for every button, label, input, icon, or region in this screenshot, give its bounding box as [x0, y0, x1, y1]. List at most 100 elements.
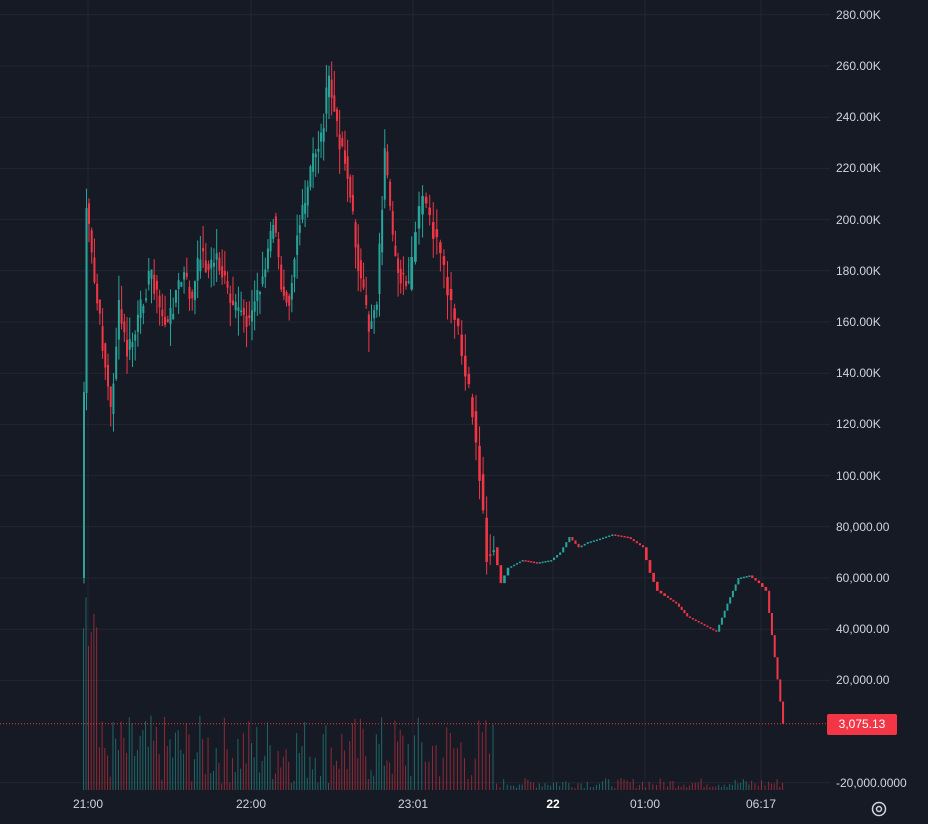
- candle: [694, 619, 697, 622]
- candle: [680, 606, 683, 610]
- candle: [172, 313, 175, 320]
- volume-bar: [212, 770, 214, 790]
- volume-bar: [680, 786, 682, 790]
- volume-bar: [410, 775, 412, 790]
- y-tick-label: 260.00K: [836, 59, 881, 73]
- volume-bar: [675, 787, 677, 790]
- y-tick-label: 120.00K: [836, 417, 881, 432]
- candle: [131, 342, 134, 348]
- y-tick-label: -20,000.0000: [836, 775, 907, 790]
- candle: [354, 222, 357, 248]
- volume-bar: [550, 785, 552, 790]
- volume-bar: [240, 768, 242, 790]
- candle: [620, 535, 623, 538]
- y-tick-label: 20,000.00: [836, 673, 890, 688]
- candle: [362, 279, 365, 288]
- candle: [773, 635, 776, 658]
- volume-bar: [492, 724, 494, 790]
- candle: [586, 542, 589, 544]
- candle: [599, 538, 602, 541]
- candle: [85, 208, 88, 393]
- candle: [226, 281, 229, 288]
- candle: [338, 134, 341, 150]
- candle: [169, 307, 172, 325]
- candle: [589, 541, 592, 543]
- candle: [503, 575, 506, 584]
- volume-bar: [608, 779, 610, 790]
- candle: [770, 612, 773, 636]
- volume-bar: [128, 717, 130, 790]
- candle: [782, 701, 785, 724]
- y-tick-label: 100.00K: [836, 468, 881, 483]
- volume-bar: [761, 780, 762, 790]
- volume-bar: [541, 786, 543, 790]
- candle: [296, 235, 299, 255]
- volume-bar: [397, 741, 399, 790]
- volume-bar: [580, 783, 582, 790]
- volume-bar: [754, 783, 756, 790]
- candle: [442, 256, 446, 265]
- candle: [737, 578, 740, 585]
- candle: [290, 282, 293, 300]
- volume-bar: [117, 750, 119, 790]
- volume-bar: [136, 750, 138, 790]
- candle: [231, 300, 234, 306]
- volume-bar: [296, 733, 298, 790]
- volume-bar: [559, 785, 561, 790]
- candle: [109, 386, 112, 407]
- volume-bar: [635, 787, 637, 790]
- volume-bar: [373, 775, 375, 790]
- volume-bar: [378, 743, 380, 790]
- candle: [277, 238, 280, 258]
- volume-bar: [623, 779, 625, 790]
- candle: [242, 307, 245, 315]
- settings-gear-icon[interactable]: [870, 800, 888, 818]
- candle: [88, 203, 90, 224]
- x-tick-label: 21:00: [72, 797, 104, 811]
- volume-bar: [632, 778, 634, 790]
- volume-bar: [740, 782, 742, 790]
- volume-bar: [478, 720, 480, 790]
- candle: [258, 291, 261, 295]
- candle: [314, 153, 317, 158]
- candle: [301, 204, 304, 220]
- volume-bar: [83, 628, 84, 790]
- volume-bar: [467, 778, 469, 790]
- volume-bar: [460, 742, 462, 790]
- candle: [464, 355, 467, 377]
- candle: [177, 280, 180, 289]
- candle: [518, 561, 521, 564]
- volume-bar: [471, 775, 473, 790]
- candle: [386, 151, 389, 176]
- volume-bar: [568, 783, 570, 790]
- candle: [397, 258, 400, 273]
- volume-bar: [655, 785, 657, 790]
- candle: [325, 87, 328, 114]
- volume-bar: [402, 735, 404, 790]
- volume-bar: [325, 725, 327, 790]
- candle: [574, 540, 577, 544]
- volume-bar: [439, 776, 441, 790]
- volume-bar: [638, 784, 640, 790]
- last-price-badge: 3,075.13: [827, 713, 897, 735]
- candle: [524, 560, 527, 562]
- volume-bar: [365, 756, 367, 790]
- candle: [720, 617, 723, 625]
- volume-bar: [301, 746, 303, 790]
- volume-bar: [147, 746, 149, 790]
- candle: [602, 537, 605, 540]
- volume-bar: [562, 782, 564, 790]
- volume-bar: [715, 786, 717, 790]
- volume-bar: [248, 721, 250, 790]
- volume-bar: [518, 784, 520, 790]
- candle: [652, 572, 655, 582]
- volume-bar: [773, 783, 775, 790]
- candle: [166, 319, 169, 323]
- candle: [666, 595, 669, 598]
- candle: [757, 580, 760, 584]
- volume-bar: [282, 756, 284, 790]
- volume-bar: [215, 748, 217, 790]
- y-tick-label: 40,000.00: [836, 622, 890, 637]
